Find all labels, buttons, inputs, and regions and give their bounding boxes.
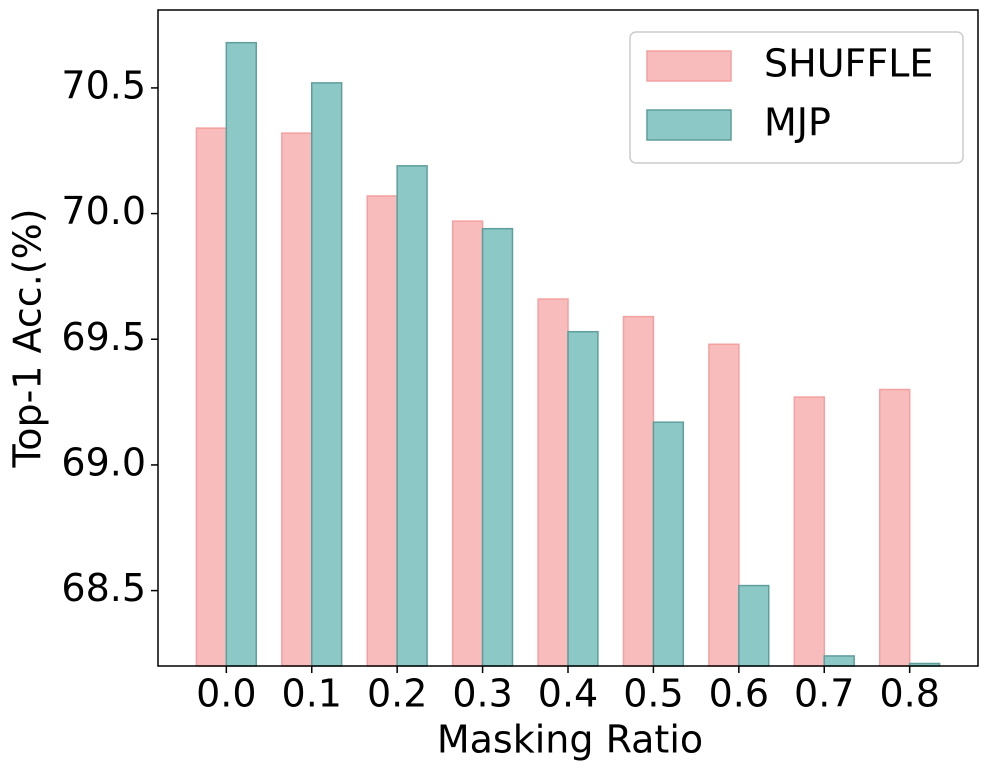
x-tick-label: 0.5 [623, 672, 683, 716]
legend-label: SHUFFLE [764, 42, 933, 86]
x-tick-label: 0.8 [879, 672, 939, 716]
bar [396, 165, 428, 667]
bar [481, 227, 514, 667]
x-tick-label: 0.4 [538, 672, 598, 716]
bar [793, 396, 826, 667]
bar [879, 388, 911, 667]
y-tick-label: 69.5 [61, 315, 146, 359]
bar [622, 315, 655, 667]
x-tick-label: 0.2 [367, 672, 427, 716]
y-tick-label: 68.5 [61, 566, 146, 610]
legend-swatch [646, 50, 732, 82]
plot-frame [157, 9, 979, 667]
bar [451, 220, 484, 667]
legend-label: MJP [764, 101, 831, 145]
bar [652, 421, 685, 667]
y-tick-label: 69.0 [61, 440, 146, 484]
x-tick-label: 0.7 [794, 672, 854, 716]
bar [366, 195, 398, 667]
x-tick-label: 0.3 [452, 672, 512, 716]
bar [225, 41, 257, 667]
bar [281, 132, 313, 667]
y-tick-label: 70.5 [61, 63, 146, 107]
bar [567, 330, 599, 667]
bar [738, 584, 770, 667]
x-axis-label: Masking Ratio [437, 718, 703, 762]
bar [537, 298, 569, 667]
bar [195, 127, 228, 667]
y-axis-label: Top-1 Acc.(%) [6, 208, 50, 468]
bar [311, 82, 343, 667]
x-tick-label: 0.1 [282, 672, 342, 716]
bar [708, 343, 740, 667]
y-tick-label: 70.0 [61, 189, 146, 233]
bar [823, 655, 855, 667]
x-tick-label: 0.0 [196, 672, 256, 716]
legend-swatch [646, 109, 732, 141]
x-tick-label: 0.6 [709, 672, 769, 716]
